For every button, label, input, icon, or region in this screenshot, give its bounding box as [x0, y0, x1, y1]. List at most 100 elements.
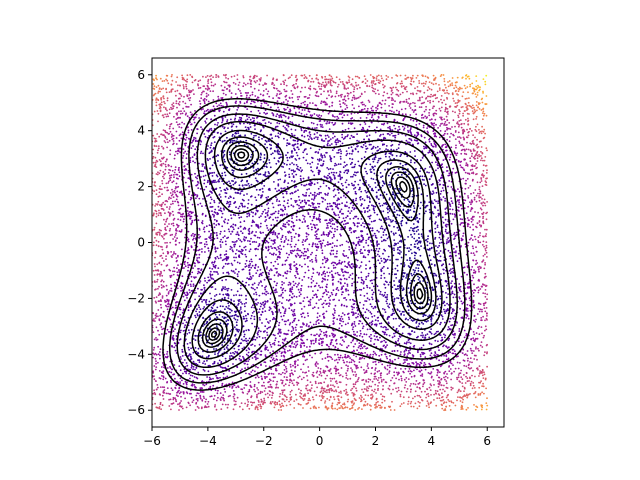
scatter-point — [463, 84, 466, 87]
scatter-point — [435, 161, 437, 164]
scatter-point — [484, 83, 487, 86]
scatter-point — [221, 267, 224, 269]
scatter-point — [398, 128, 401, 131]
scatter-point — [465, 162, 468, 165]
scatter-point — [216, 306, 219, 309]
scatter-point — [448, 202, 450, 204]
scatter-point — [397, 252, 399, 254]
scatter-point — [478, 108, 481, 110]
scatter-point — [344, 181, 347, 184]
scatter-point — [184, 102, 187, 105]
scatter-point — [156, 110, 159, 112]
scatter-point — [210, 198, 213, 201]
scatter-point — [199, 280, 202, 282]
scatter-point — [174, 191, 176, 194]
scatter-point — [370, 249, 373, 251]
scatter-point — [260, 274, 263, 277]
scatter-point — [354, 375, 357, 377]
scatter-point — [358, 188, 360, 191]
scatter-point — [287, 182, 290, 185]
scatter-point — [284, 79, 287, 82]
scatter-point — [476, 154, 479, 157]
scatter-point — [235, 233, 238, 236]
scatter-point — [343, 195, 345, 197]
scatter-point — [284, 383, 287, 386]
scatter-point — [156, 384, 159, 386]
scatter-point — [438, 252, 440, 255]
scatter-point — [160, 229, 162, 232]
scatter-point — [474, 238, 477, 241]
scatter-point — [174, 387, 177, 390]
scatter-point — [329, 396, 332, 399]
scatter-point — [162, 398, 165, 400]
scatter-point — [307, 224, 309, 227]
scatter-point — [188, 116, 191, 119]
scatter-point — [357, 183, 360, 186]
scatter-point — [377, 159, 380, 162]
scatter-point — [476, 222, 479, 225]
scatter-point — [459, 285, 462, 288]
scatter-point — [251, 91, 254, 94]
scatter-point — [443, 333, 445, 336]
scatter-point — [372, 291, 375, 294]
scatter-point — [209, 75, 211, 78]
scatter-point — [403, 238, 406, 241]
scatter-point — [160, 366, 163, 368]
scatter-point — [316, 386, 318, 389]
scatter-point — [192, 399, 195, 402]
scatter-point — [166, 241, 168, 244]
scatter-point — [320, 85, 323, 88]
scatter-point — [332, 132, 335, 135]
scatter-point — [275, 87, 278, 90]
scatter-point — [377, 289, 380, 292]
scatter-point — [213, 226, 216, 229]
scatter-point — [446, 377, 449, 379]
scatter-point — [475, 354, 477, 357]
scatter-point — [333, 135, 336, 138]
scatter-point — [405, 210, 407, 213]
scatter-point — [398, 110, 401, 113]
scatter-point — [438, 107, 441, 110]
scatter-point — [405, 253, 407, 256]
scatter-point — [207, 339, 210, 341]
scatter-point — [155, 145, 158, 148]
scatter-point — [254, 345, 256, 347]
scatter-point — [232, 390, 235, 392]
scatter-point — [345, 388, 347, 391]
scatter-point — [454, 125, 456, 128]
scatter-point — [202, 395, 205, 398]
scatter-point — [353, 166, 355, 169]
scatter-point — [297, 288, 300, 291]
scatter-point — [286, 270, 289, 273]
scatter-point — [424, 115, 427, 118]
scatter-point — [189, 111, 192, 114]
scatter-point — [437, 209, 439, 212]
scatter-point — [326, 283, 328, 286]
scatter-point — [486, 256, 488, 258]
scatter-point — [236, 74, 239, 76]
scatter-point — [404, 384, 407, 386]
scatter-point — [367, 272, 370, 275]
scatter-point — [292, 280, 295, 283]
scatter-point — [228, 89, 231, 92]
scatter-point — [302, 120, 304, 123]
scatter-point — [338, 299, 340, 302]
scatter-point — [154, 368, 157, 371]
scatter-point — [273, 359, 276, 362]
scatter-point — [481, 198, 483, 200]
scatter-point — [355, 199, 357, 202]
scatter-point — [357, 313, 360, 315]
scatter-point — [170, 323, 173, 326]
scatter-point — [360, 366, 363, 369]
scatter-point — [472, 118, 475, 121]
scatter-point — [236, 275, 239, 278]
scatter-point — [331, 77, 334, 80]
scatter-point — [289, 163, 291, 166]
scatter-point — [194, 137, 197, 140]
scatter-point — [280, 240, 283, 243]
scatter-point — [370, 385, 373, 388]
scatter-point — [433, 399, 435, 401]
scatter-point — [391, 103, 394, 105]
scatter-point — [281, 283, 284, 286]
scatter-point — [288, 400, 290, 403]
